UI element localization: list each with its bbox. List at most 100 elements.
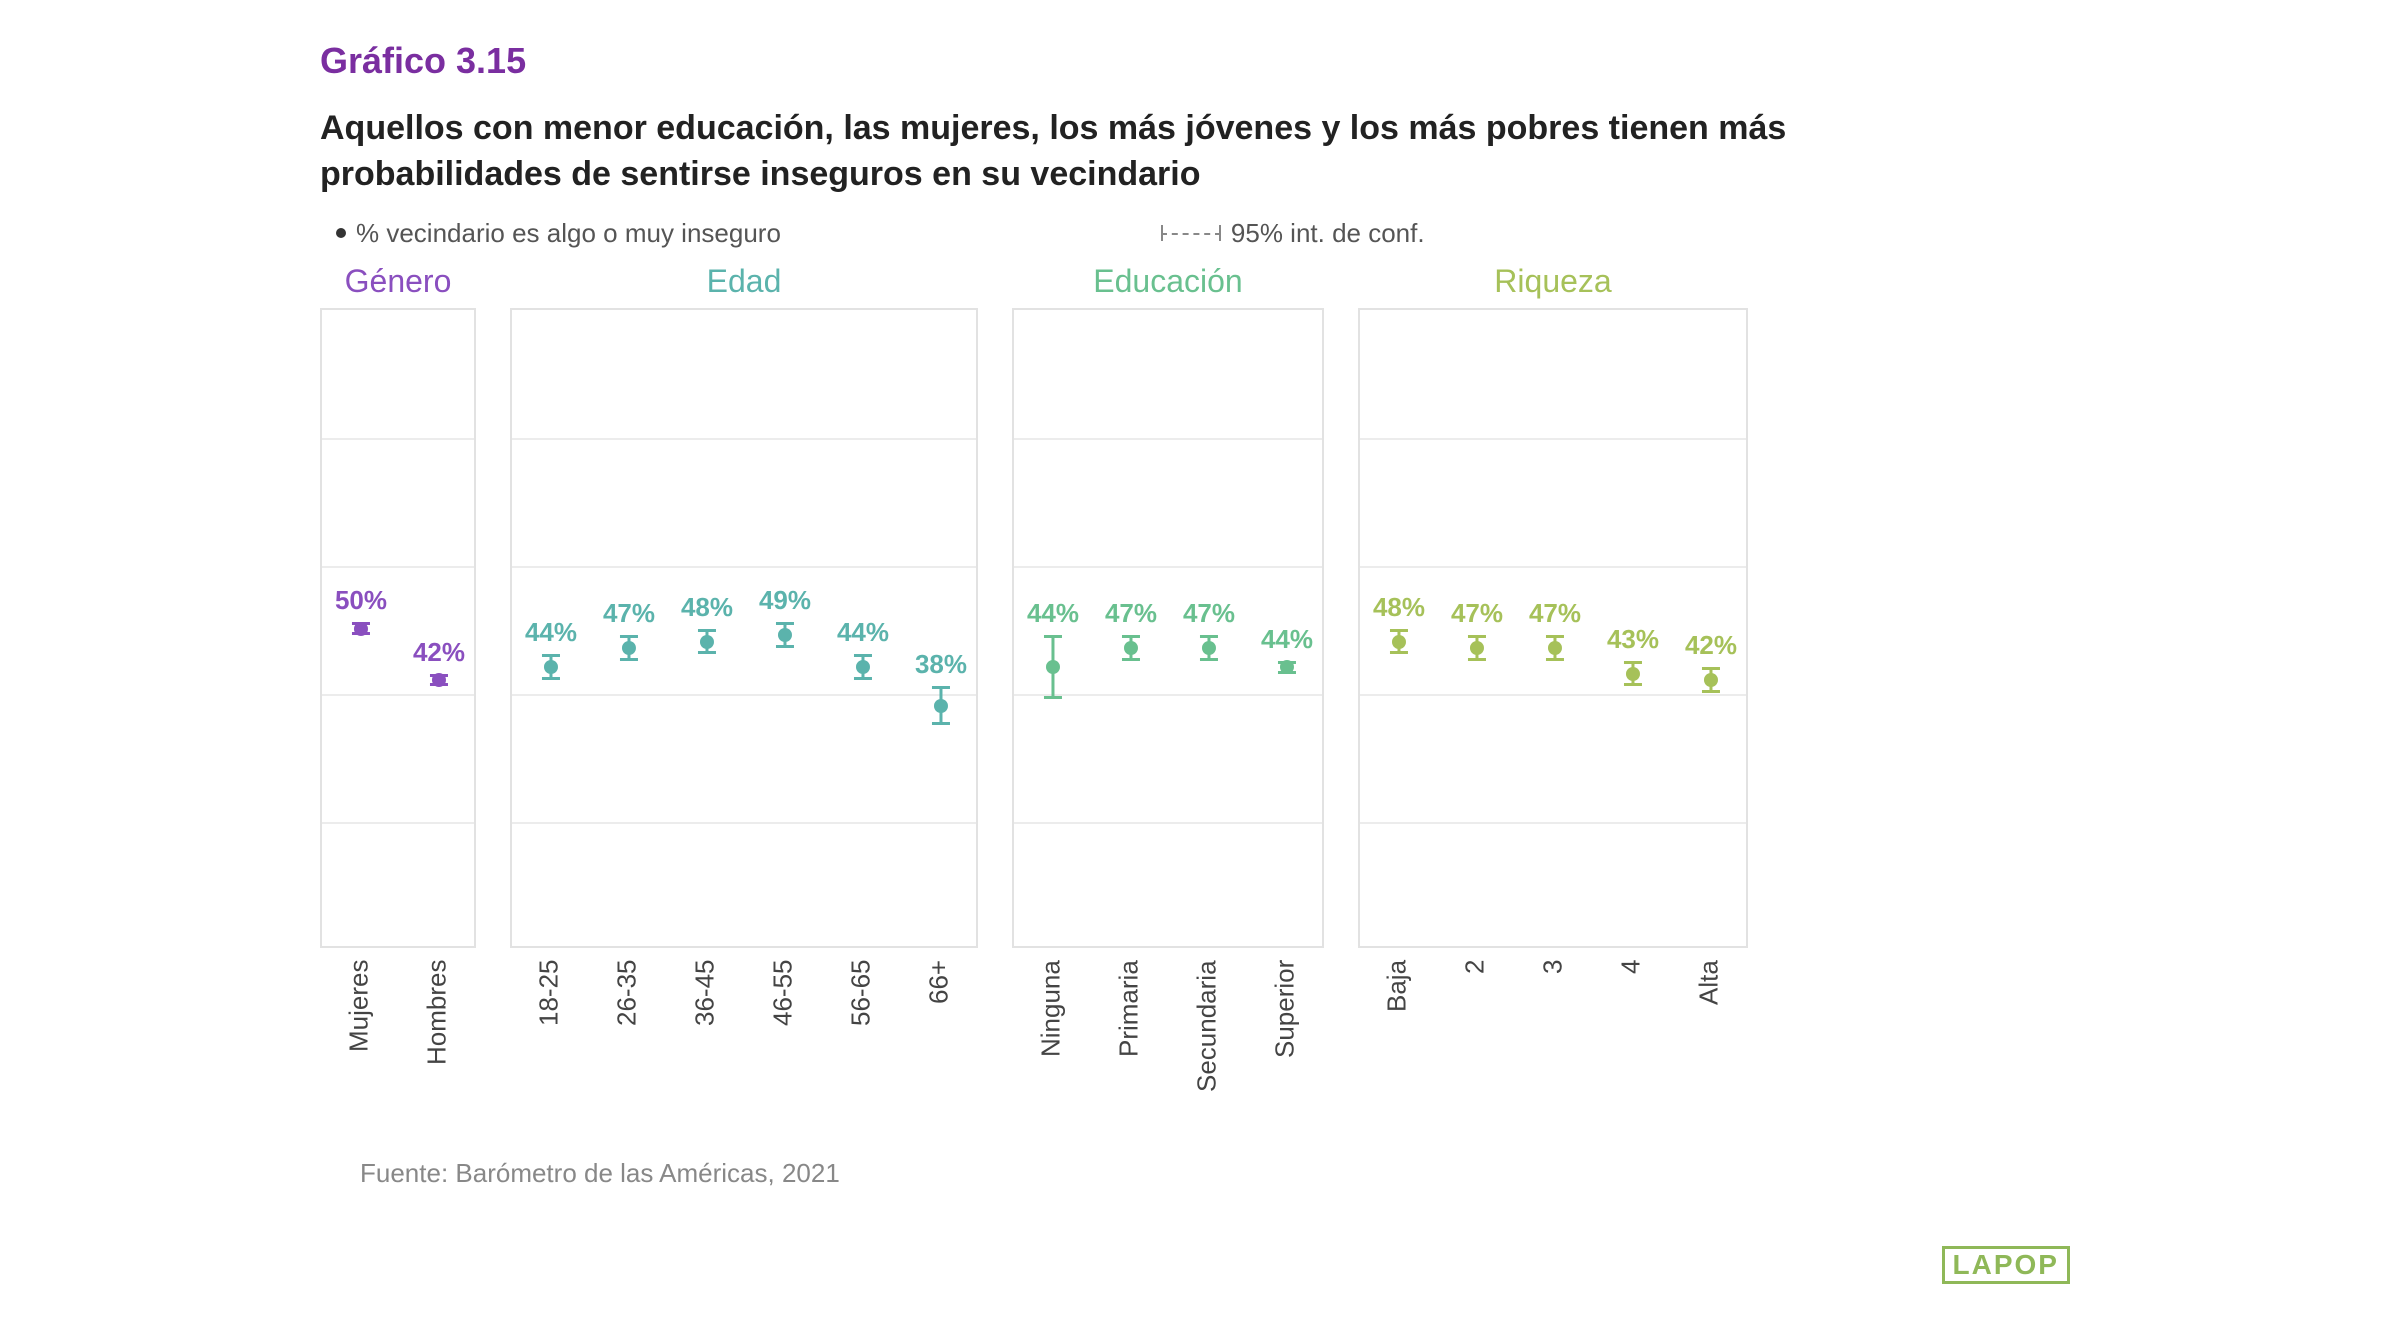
data-point: 44% [525,617,577,680]
plot-frame: 44% 47% 48% 49% 44% 38% [510,308,978,948]
ci-marker [1702,667,1720,693]
legend-point: % vecindario es algo o muy inseguro [336,218,781,249]
x-label: Alta [1670,960,1748,1150]
data-point: 47% [1529,598,1581,661]
data-point: 38% [915,649,967,724]
legend-ci-icon [1161,222,1221,244]
plot-frame: 44% 47% 47% 44% [1012,308,1324,948]
value-label: 49% [759,585,811,616]
data-point: 42% [1685,630,1737,693]
ci-marker [1546,635,1564,661]
x-labels: NingunaPrimariaSecundariaSuperior [1012,960,1324,1150]
point-dot-icon [1626,667,1640,681]
value-label: 38% [915,649,967,680]
legend-point-label: % vecindario es algo o muy inseguro [356,218,781,249]
point-dot-icon [1124,641,1138,655]
points-layer: 48% 47% 47% 43% 42% [1360,310,1746,946]
data-point: 48% [681,592,733,655]
panel: Educación 44% 47% 47% 44% NingunaPrimariaSecu… [1012,263,1324,1150]
point-dot-icon [934,699,948,713]
ci-marker [854,654,872,680]
panel: Riqueza 48% 47% 47% 43% 42% Baja234Alta [1358,263,1748,1150]
x-label: 56-65 [822,960,900,1150]
legend-dot-icon [336,228,346,238]
x-label: 26-35 [588,960,666,1150]
x-labels: MujeresHombres [320,960,476,1150]
x-label: 3 [1514,960,1592,1150]
data-point: 47% [1105,598,1157,661]
data-point: 44% [1261,624,1313,674]
ci-marker [698,629,716,655]
data-point: 44% [1027,598,1079,699]
lapop-badge: LAPOP [1942,1246,2070,1284]
point-dot-icon [700,635,714,649]
data-point: 48% [1373,592,1425,655]
point-dot-icon [544,660,558,674]
value-label: 47% [1529,598,1581,629]
points-layer: 50% 42% [322,310,474,946]
value-label: 44% [525,617,577,648]
data-point: 47% [603,598,655,661]
ci-marker [1278,661,1296,674]
x-label: Primaria [1090,960,1168,1150]
ci-marker [1624,661,1642,687]
x-label: Hombres [398,960,476,1150]
data-point: 47% [1451,598,1503,661]
ci-marker [1200,635,1218,661]
data-point: 50% [335,585,387,635]
point-dot-icon [778,628,792,642]
point-dot-icon [1548,641,1562,655]
value-label: 48% [1373,592,1425,623]
ci-marker [1044,635,1062,699]
point-dot-icon [1202,641,1216,655]
value-label: 44% [837,617,889,648]
x-label: 2 [1436,960,1514,1150]
panel-title: Educación [1093,263,1242,300]
point-dot-icon [354,622,368,636]
x-label: Baja [1358,960,1436,1150]
value-label: 47% [603,598,655,629]
value-label: 48% [681,592,733,623]
data-point: 43% [1607,624,1659,687]
data-point: 44% [837,617,889,680]
value-label: 44% [1027,598,1079,629]
panel: Género 50% 42% MujeresHombres [320,263,476,1150]
ci-marker [1468,635,1486,661]
ci-marker [1122,635,1140,661]
x-label: 66+ [900,960,978,1150]
point-dot-icon [1704,673,1718,687]
ci-marker [542,654,560,680]
panel-title: Edad [707,263,782,300]
panel-title: Género [345,263,452,300]
x-label: Superior [1246,960,1324,1150]
chart-number: Gráfico 3.15 [320,40,2080,82]
x-label: 4 [1592,960,1670,1150]
plot-frame: 50% 42% [320,308,476,948]
data-point: 42% [413,637,465,687]
chart-title: Aquellos con menor educación, las mujere… [320,106,1920,198]
plot-frame: 48% 47% 47% 43% 42% [1358,308,1748,948]
ci-marker [932,686,950,724]
x-label: Mujeres [320,960,398,1150]
ci-marker [620,635,638,661]
x-label: Ninguna [1012,960,1090,1150]
x-label: 36-45 [666,960,744,1150]
x-label: 18-25 [510,960,588,1150]
ci-marker [430,674,448,687]
point-dot-icon [1392,635,1406,649]
data-point: 49% [759,585,811,648]
point-dot-icon [856,660,870,674]
value-label: 47% [1451,598,1503,629]
panel-title: Riqueza [1494,263,1611,300]
point-dot-icon [1470,641,1484,655]
value-label: 44% [1261,624,1313,655]
point-dot-icon [1280,660,1294,674]
data-point: 47% [1183,598,1235,661]
chart-page: Gráfico 3.15 Aquellos con menor educació… [0,0,2400,1344]
x-label: 46-55 [744,960,822,1150]
x-label: Secundaria [1168,960,1246,1150]
value-label: 42% [413,637,465,668]
panels-row: Género50%42%MujeresHombresEdad44%47%48%4… [320,263,2080,1150]
points-layer: 44% 47% 47% 44% [1014,310,1322,946]
legend: % vecindario es algo o muy inseguro 95% … [320,218,2080,249]
